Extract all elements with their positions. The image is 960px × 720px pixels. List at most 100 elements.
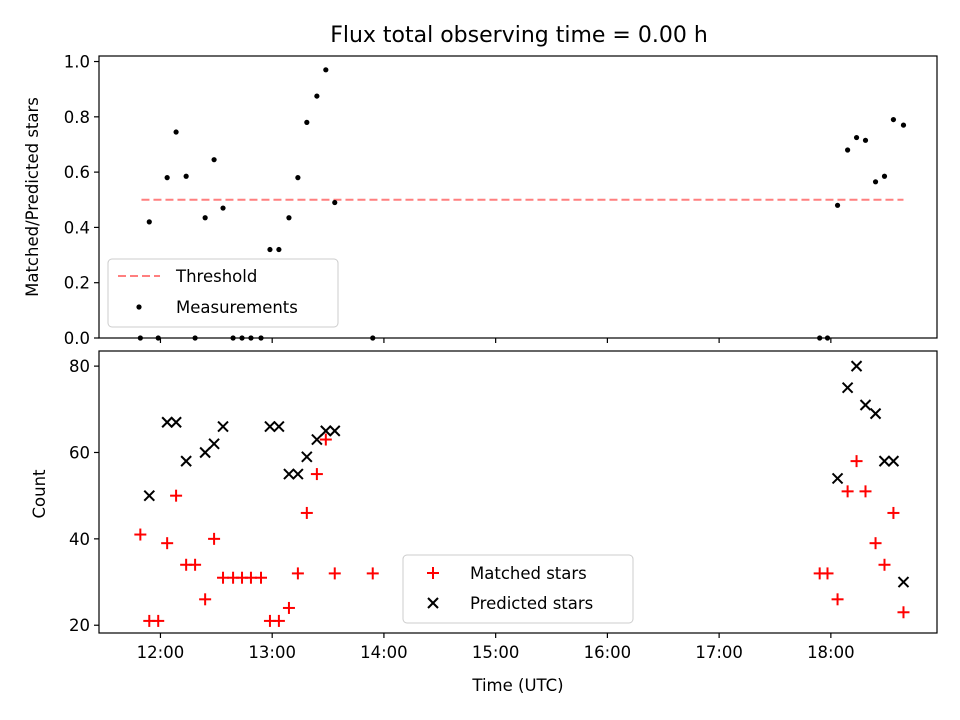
measurement-point (295, 175, 301, 181)
matched-star-marker (328, 567, 341, 580)
x-tick-label: 15:00 (472, 643, 520, 662)
matched-star-marker (859, 485, 872, 498)
matched-star-marker (134, 528, 147, 541)
measurement-point (890, 116, 897, 123)
predicted-star-marker (161, 416, 173, 428)
measurement-point (881, 173, 888, 179)
x-tick-label: 16:00 (584, 643, 632, 662)
measurement-point (183, 173, 189, 179)
matched-star-marker (841, 485, 854, 498)
matched-star-markers (134, 433, 910, 627)
ratio-y-tick-label: 0.6 (64, 163, 90, 182)
ratio-y-tick-label: 0.4 (64, 218, 90, 237)
matched-star-marker (887, 506, 900, 519)
legend-matched-swatch (427, 567, 439, 579)
matched-star-marker (217, 571, 230, 584)
measurement-point (862, 137, 869, 143)
measurement-point (211, 157, 217, 163)
predicted-star-marker (170, 416, 182, 428)
count-axes-frame (98, 350, 938, 634)
predicted-star-marker (320, 425, 332, 437)
measurement-point (173, 129, 179, 135)
matched-star-marker (272, 614, 285, 627)
measurement-point (323, 67, 329, 73)
measurement-point (276, 246, 282, 253)
matched-star-marker (161, 537, 174, 550)
matched-star-marker (291, 567, 304, 580)
matched-star-marker (850, 455, 863, 468)
predicted-star-marker (292, 468, 304, 480)
matched-star-marker (170, 489, 183, 502)
ratio-panel: 0.0 0.2 0.4 0.6 0.8 1.0 Matched/Predicted sta… (23, 53, 938, 348)
matched-star-marker (869, 537, 882, 550)
ratio-legend: Threshold Measurements (107, 258, 339, 328)
measurement-point (314, 93, 320, 99)
matched-star-marker (897, 606, 910, 619)
predicted-star-marker (180, 455, 192, 467)
predicted-star-marker (283, 468, 295, 480)
ratio-y-tick-label: 0.0 (64, 329, 90, 348)
measurement-point (845, 147, 851, 153)
measurement-point (267, 246, 273, 253)
measurement-point (304, 119, 310, 125)
matched-star-marker (255, 571, 268, 584)
ratio-y-tick-label: 0.8 (64, 108, 90, 127)
count-legend-box (402, 554, 634, 624)
legend-threshold-label: Threshold (175, 267, 257, 286)
measurement-point (853, 134, 860, 141)
x-tick-label: 13:00 (248, 643, 296, 662)
x-axis-label: Time (UTC) (471, 676, 563, 695)
measurement-point (286, 215, 292, 221)
matched-star-marker (282, 601, 295, 614)
matched-star-marker (831, 593, 844, 606)
predicted-star-marker (831, 472, 844, 485)
count-y-tick-label: 20 (69, 616, 90, 635)
measurement-point (220, 205, 226, 211)
predicted-star-marker (143, 489, 155, 502)
x-tick-label: 17:00 (695, 643, 743, 662)
count-y-tick-label: 80 (69, 357, 90, 376)
ratio-legend-box (107, 258, 339, 328)
predicted-star-marker (841, 382, 854, 394)
predicted-star-marker (859, 399, 872, 411)
matched-star-marker (300, 506, 313, 519)
predicted-star-marker (301, 451, 313, 463)
predicted-star-marker (850, 360, 863, 372)
matched-star-marker (821, 567, 834, 580)
legend-predicted-label: Predicted stars (470, 594, 593, 613)
count-y-ticks: 20 40 60 80 (69, 357, 99, 635)
chart-title: Flux total observing time = 0.00 h (330, 23, 708, 48)
count-y-tick-label: 60 (69, 443, 90, 462)
ratio-y-axis-label: Matched/Predicted stars (23, 97, 42, 297)
matched-star-marker (319, 433, 332, 446)
matched-star-marker (244, 571, 257, 584)
count-y-tick-label: 40 (69, 530, 90, 549)
legend-predicted-swatch (427, 597, 439, 609)
predicted-star-marker (869, 407, 882, 420)
matched-star-marker (199, 593, 212, 606)
measurement-point (146, 219, 152, 225)
predicted-star-marker (878, 455, 891, 467)
legend-measurements-label: Measurements (176, 298, 298, 317)
predicted-star-marker (897, 576, 910, 588)
ratio-y-tick-label: 0.2 (64, 274, 90, 293)
predicted-star-marker (199, 446, 211, 459)
x-tick-label: 18:00 (807, 643, 855, 662)
matched-star-marker (189, 558, 202, 571)
predicted-star-marker (311, 433, 323, 446)
count-legend: Matched stars Predicted stars (402, 554, 634, 624)
measurement-point (202, 215, 208, 221)
predicted-star-marker (208, 438, 220, 450)
predicted-star-marker (329, 425, 341, 437)
legend-matched-label: Matched stars (470, 564, 587, 583)
predicted-star-marker (887, 455, 900, 467)
measurement-point (900, 122, 907, 128)
predicted-star-markers (143, 360, 910, 588)
legend-measurements-swatch (136, 304, 142, 310)
ratio-y-tick-label: 1.0 (64, 53, 90, 72)
count-x-ticks: 12:00 13:00 14:00 15:00 16:00 17:00 18:00 (137, 633, 855, 662)
predicted-star-marker (273, 420, 285, 433)
predicted-star-marker (217, 420, 229, 433)
